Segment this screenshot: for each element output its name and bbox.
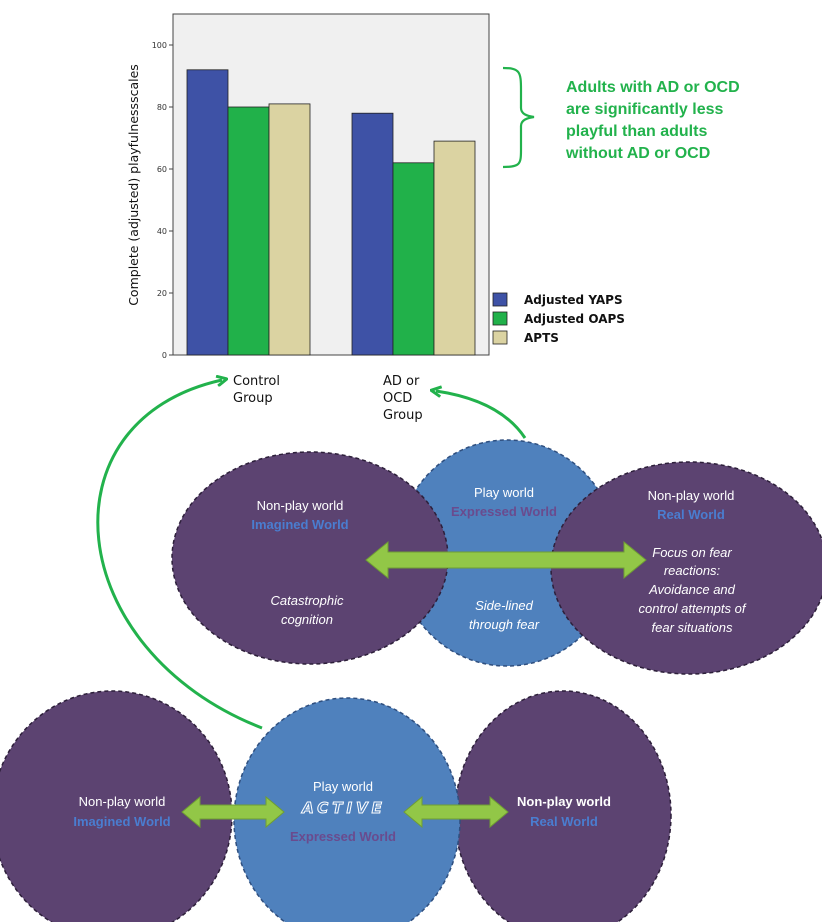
top-left-body-2: cognition [281, 612, 333, 627]
y-tick-label: 0 [162, 351, 167, 360]
top-center-body-1: Side-lined [475, 598, 534, 613]
legend-label: APTS [524, 331, 559, 345]
top-left-subtitle: Imagined World [251, 517, 348, 532]
top-left-body-1: Catastrophic [271, 593, 344, 608]
legend-swatch [492, 330, 508, 345]
legend-swatch [492, 292, 508, 307]
legend: Adjusted YAPS Adjusted OAPS APTS [492, 292, 625, 345]
brace-icon [502, 66, 535, 169]
x-category-label: Group [383, 408, 423, 423]
top-right-circle [550, 461, 822, 675]
x-category-label: Control [233, 374, 280, 389]
top-center-body-2: through fear [469, 617, 540, 632]
bottom-center-circle [233, 697, 461, 922]
bar-adjusted-yaps-1 [351, 112, 394, 356]
bottom-center-subtitle: Expressed World [290, 829, 396, 844]
top-right-body-5: fear situations [652, 620, 733, 635]
bottom-left-title: Non-play world [79, 794, 166, 809]
top-right-body-3: Avoidance and [648, 582, 736, 597]
y-axis-label: Complete (adjusted) playfulnessscales [126, 64, 141, 306]
top-right-title: Non-play world [648, 488, 735, 503]
y-tick-label: 60 [157, 165, 167, 174]
double-arrow-top [365, 540, 647, 580]
x-axis-categories: Control Group AD or OCD Group [233, 374, 423, 423]
x-category-label: AD or [383, 374, 420, 389]
x-category-label: Group [233, 391, 273, 406]
y-tick-label: 100 [152, 41, 167, 50]
y-tick-label: 40 [157, 227, 167, 236]
legend-swatch [492, 311, 508, 326]
x-category-label: OCD [383, 391, 412, 406]
annotation-text: Adults with AD or OCD are significantly l… [565, 79, 740, 162]
double-arrow-bottom-left [181, 795, 285, 829]
top-diagram: Non-play world Imagined World Catastroph… [171, 439, 822, 675]
top-center-title: Play world [474, 485, 534, 500]
bar-apts-1 [433, 140, 476, 356]
curve-arrow-to-control [96, 380, 263, 730]
legend-label: Adjusted OAPS [524, 312, 625, 326]
bottom-center-badge: ACTIVE [301, 799, 386, 817]
bar-adjusted-oaps-1 [392, 162, 435, 356]
top-right-subtitle: Real World [657, 507, 725, 522]
annotation-line: Adults with AD or OCD [566, 79, 740, 96]
top-center-subtitle: Expressed World [451, 504, 557, 519]
annotation-line: without AD or OCD [565, 145, 710, 162]
bottom-diagram: Non-play world Imagined World Play world… [0, 690, 672, 922]
bottom-right-subtitle: Real World [530, 814, 598, 829]
top-right-body-2: reactions: [664, 563, 721, 578]
bar-apts-0 [268, 103, 311, 356]
double-arrow-bottom-right [403, 795, 509, 829]
y-tick-label: 80 [157, 103, 167, 112]
legend-label: Adjusted YAPS [524, 293, 623, 307]
bottom-center-title: Play world [313, 779, 373, 794]
bottom-right-title: Non-play world [517, 794, 611, 809]
top-left-title: Non-play world [257, 498, 344, 513]
y-axis-ticks: 0 20 40 60 80 100 [152, 41, 173, 360]
y-tick-label: 20 [157, 289, 167, 298]
bar-adjusted-yaps-0 [186, 69, 229, 356]
top-right-body-4: control attempts of [639, 601, 747, 616]
annotation-line: are significantly less [566, 101, 724, 118]
bottom-left-subtitle: Imagined World [73, 814, 170, 829]
annotation-line: playful than adults [566, 123, 707, 140]
curve-arrow-to-ad-ocd [436, 391, 527, 439]
top-right-body-1: Focus on fear [652, 545, 732, 560]
bar-chart: 0 20 40 60 80 100 Complete (adjusted) playful… [126, 13, 625, 423]
bar-adjusted-oaps-0 [227, 106, 270, 356]
bars [186, 69, 476, 356]
